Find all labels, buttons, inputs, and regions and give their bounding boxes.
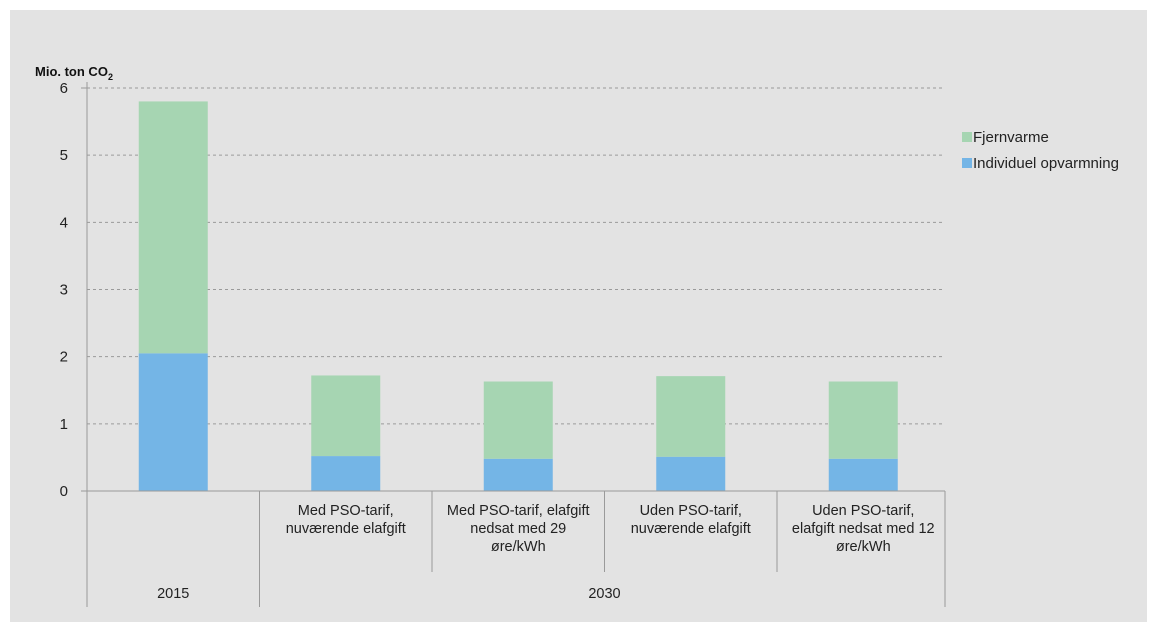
bar-fjernvarme [311, 375, 381, 457]
legend: Fjernvarme Individuel opvarmning [962, 129, 1119, 172]
y-tick-label: 5 [60, 147, 68, 164]
legend-label: Fjernvarme [973, 129, 1049, 146]
stacked-bar-chart: 0 1 2 3 4 5 6 Med PSO-tarif, nuværende elafgift M… [35, 64, 1119, 607]
x-category-label: Med PSO-tarif, elafgift [447, 503, 590, 519]
y-tick-label: 6 [60, 80, 68, 97]
y-tick-label: 0 [60, 483, 68, 500]
bar-individuel-opvarmning [828, 458, 898, 491]
legend-swatch [962, 158, 972, 168]
bar-fjernvarme [483, 381, 553, 459]
x-category-label: Uden PSO-tarif, [640, 503, 742, 519]
x-category-label: nuværende elafgift [286, 521, 406, 537]
bar-individuel-opvarmning [483, 458, 553, 491]
x-category-label: nedsat med 29 [470, 521, 566, 537]
axis-labels: 0 1 2 3 4 5 6 Med PSO-tarif, nuværende elafgift M… [60, 80, 935, 602]
x-group-label: 2030 [588, 586, 620, 602]
bar-individuel-opvarmning [311, 456, 381, 491]
bars [138, 101, 898, 491]
x-category-label: elafgift nedsat med 12 [792, 521, 935, 537]
x-category-label: Med PSO-tarif, [298, 503, 394, 519]
x-category-label: øre/kWh [836, 539, 891, 555]
y-tick-label: 3 [60, 282, 68, 299]
bar-fjernvarme [828, 381, 898, 459]
y-tick-label: 1 [60, 416, 68, 433]
x-category-label: øre/kWh [491, 539, 546, 555]
gridlines [87, 87, 945, 425]
x-group-label: 2015 [157, 586, 189, 602]
x-category-label: nuværende elafgift [631, 521, 751, 537]
bar-fjernvarme [656, 376, 726, 457]
y-axis-title: Mio. ton CO2 [35, 64, 113, 82]
bar-individuel-opvarmning [656, 456, 726, 491]
y-tick-label: 4 [60, 214, 68, 231]
y-tick-label: 2 [60, 349, 68, 366]
chart-panel: 0 1 2 3 4 5 6 Med PSO-tarif, nuværende elafgift M… [10, 10, 1147, 622]
legend-label: Individuel opvarmning [973, 155, 1119, 172]
x-category-label: Uden PSO-tarif, [812, 503, 914, 519]
axes [81, 82, 946, 607]
bar-individuel-opvarmning [138, 353, 208, 491]
bar-fjernvarme [138, 101, 208, 354]
legend-swatch [962, 132, 972, 142]
